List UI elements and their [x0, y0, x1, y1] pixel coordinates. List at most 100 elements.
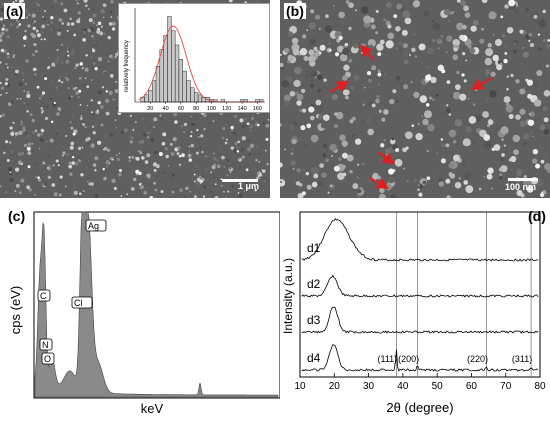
sem-bright-particle — [102, 167, 105, 171]
sem-particle — [395, 26, 401, 32]
sem-particle — [80, 115, 83, 117]
sem-particle — [422, 118, 429, 126]
sem-particle — [231, 185, 234, 188]
sem-bright-particle — [97, 21, 102, 26]
sem-particle — [289, 162, 292, 165]
sem-particle — [229, 170, 232, 174]
sem-particle — [100, 9, 105, 14]
sem-particle — [66, 153, 69, 156]
sem-particle — [55, 86, 58, 89]
sem-particle — [43, 182, 48, 187]
sem-particle — [170, 174, 172, 177]
sem-bright-particle — [542, 9, 546, 14]
sem-particle — [407, 180, 409, 183]
sem-particle — [26, 185, 31, 190]
sem-particle — [159, 114, 162, 117]
sem-bright-particle — [188, 158, 193, 162]
sem-particle — [329, 143, 337, 152]
sem-particle — [114, 89, 119, 94]
sem-particle — [25, 59, 29, 63]
scale-label-b: 100 nm — [505, 182, 537, 192]
series-label: d3 — [307, 313, 321, 327]
sem-particle — [376, 43, 384, 51]
sem-particle — [84, 77, 87, 80]
sem-particle — [448, 129, 457, 138]
sem-particle — [265, 1, 267, 3]
sem-bright-particle — [527, 119, 535, 126]
sem-particle — [531, 158, 538, 164]
sem-particle — [162, 196, 166, 198]
sem-particle — [65, 72, 68, 75]
sem-bright-particle — [322, 114, 330, 122]
sem-particle — [131, 155, 135, 159]
sem-bright-particle — [47, 65, 51, 69]
hist-tick-label: 20 — [147, 106, 153, 112]
red-arrow — [470, 77, 493, 90]
sem-particle — [428, 96, 433, 100]
sem-particle — [91, 28, 96, 32]
sem-particle — [478, 187, 482, 191]
sem-particle — [452, 54, 459, 61]
sem-particle — [209, 190, 213, 194]
sem-bright-particle — [454, 84, 461, 90]
sem-particle — [25, 16, 28, 19]
sem-particle — [299, 109, 303, 113]
sem-particle — [415, 132, 423, 141]
sem-particle — [301, 167, 306, 172]
sem-particle — [77, 146, 82, 151]
sem-particle — [97, 171, 99, 173]
sem-particle — [513, 49, 517, 54]
sem-particle — [490, 187, 494, 190]
sem-bright-particle — [79, 104, 82, 106]
sem-particle — [449, 35, 452, 37]
sem-particle — [0, 31, 5, 36]
sem-particle — [468, 98, 470, 100]
sem-bright-particle — [44, 10, 46, 12]
sem-particle — [212, 156, 217, 161]
sem-particle — [58, 193, 62, 197]
xrd-ylabel: Intensity (a.u.) — [281, 258, 295, 334]
sem-particle — [180, 125, 183, 128]
sem-particle — [354, 138, 362, 145]
sem-particle — [345, 0, 350, 4]
sem-particle — [0, 7, 4, 12]
sem-particle — [6, 52, 10, 56]
sem-particle — [41, 109, 45, 113]
sem-particle — [325, 14, 329, 18]
sem-particle — [349, 119, 354, 124]
sem-particle — [510, 168, 514, 172]
sem-particle — [397, 40, 403, 46]
sem-particle — [176, 152, 180, 156]
sem-particle — [37, 4, 40, 7]
sem-particle — [408, 54, 411, 56]
sem-particle — [378, 193, 386, 198]
sem-bright-particle — [426, 176, 431, 181]
sem-particle — [103, 32, 106, 35]
sem-particle — [0, 38, 3, 42]
sem-particle — [218, 146, 223, 150]
sem-particle — [318, 114, 324, 120]
sem-particle — [445, 107, 451, 114]
sem-particle — [84, 67, 89, 72]
sem-particle — [58, 22, 61, 25]
sem-particle — [538, 19, 547, 28]
sem-particle — [28, 188, 32, 192]
sem-bright-particle — [105, 90, 109, 93]
sem-particle — [448, 163, 454, 169]
sem-particle — [188, 150, 190, 153]
sem-particle — [391, 137, 395, 141]
sem-particle — [151, 120, 154, 122]
sem-particle — [154, 188, 158, 192]
sem-particle — [113, 186, 117, 191]
sem-particle — [56, 31, 62, 36]
eds-chart: C NO Cl Ag cps (eV) keV — [8, 211, 281, 416]
sem-particle — [57, 107, 61, 111]
sem-particle — [533, 99, 542, 107]
xrd-series-line — [301, 274, 539, 298]
sem-particle — [463, 79, 467, 83]
sem-particle — [167, 165, 170, 167]
sem-bright-particle — [196, 177, 201, 182]
sem-particle — [12, 121, 15, 124]
sem-bright-particle — [1, 27, 5, 31]
sem-particle — [110, 10, 113, 14]
